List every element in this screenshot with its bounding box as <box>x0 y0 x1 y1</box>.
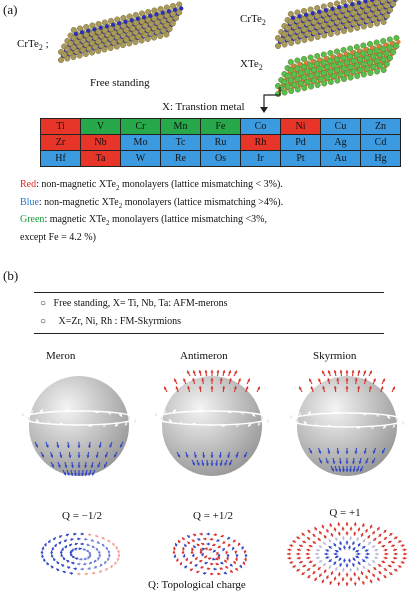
bullet-1: ○ Free standing, X= Ti, Nb, Ta: AFM-mero… <box>40 298 228 309</box>
panel-b-label: (b) <box>3 268 19 283</box>
color-legend: Red: non-magnetic XTe2 monolayers (latti… <box>20 178 410 244</box>
element-cell-au: Au <box>320 150 361 167</box>
table-row: Zr Nb Mo Tc Ru Rh Pd Ag Cd <box>40 134 401 151</box>
skyrmion-sphere <box>289 369 405 476</box>
panel-a-label: (a) <box>3 2 18 17</box>
element-cell-co: Co <box>240 118 281 135</box>
antimeron-title: Antimeron <box>180 350 228 362</box>
crte2-right-label: CrTe2 <box>240 13 266 28</box>
sphere-body <box>29 376 129 476</box>
element-cell-ru: Ru <box>200 134 241 151</box>
element-cell-w: W <box>120 150 161 167</box>
skyrmion-spin-arrows <box>289 369 405 473</box>
skyrmion-title: Skyrmion <box>313 350 357 362</box>
element-cell-ta: Ta <box>80 150 121 167</box>
legend-green-line2: except Fe = 4.2 %) <box>20 231 96 243</box>
element-cell-zn: Zn <box>360 118 401 135</box>
crte2-layer <box>58 1 184 64</box>
element-cell-ti: Ti <box>40 118 81 135</box>
free-standing-label: Free standing <box>90 77 150 89</box>
bullet-2: ○ X=Zr, Ni, Rh : FM-Skyrmions <box>40 316 182 327</box>
transition-metal-table: Ti V Cr Mn Fe Co Ni Cu Zn Zr Nb Mo Tc Ru Rh Pd Ag Cd Hf Ta W… <box>40 118 401 167</box>
antimeron-flat-arrows <box>172 532 248 576</box>
skyrmion-flat-arrows <box>287 522 407 586</box>
antimeron-spin-arrows <box>154 369 270 467</box>
element-cell-cr: Cr <box>120 118 161 135</box>
free-standing-crystal <box>58 1 184 64</box>
meron-flat-texture <box>40 532 121 576</box>
antimeron-charge: Q = +1/2 <box>193 510 233 522</box>
element-cell-pd: Pd <box>280 134 321 151</box>
element-cell-hf: Hf <box>40 150 81 167</box>
element-cell-ni: Ni <box>280 118 321 135</box>
element-cell-pt: Pt <box>280 150 321 167</box>
legend-red: Red: non-magnetic XTe2 monolayers (latti… <box>20 179 283 192</box>
bottom-rule <box>34 333 384 334</box>
element-cell-mo: Mo <box>120 134 161 151</box>
skyrmion-charge: Q = +1 <box>329 507 361 519</box>
element-cell-os: Os <box>200 150 241 167</box>
meron-flat-arrows <box>40 532 121 576</box>
legend-green: Green: magnetic XTe2 monolayers (lattice… <box>20 214 267 227</box>
element-cell-mn: Mn <box>160 118 201 135</box>
element-cell-re: Re <box>160 150 201 167</box>
element-cell-nb: Nb <box>80 134 121 151</box>
element-cell-tc: Tc <box>160 134 201 151</box>
meron-sphere <box>21 376 137 477</box>
element-cell-hg: Hg <box>360 150 401 167</box>
meron-charge: Q = −1/2 <box>62 510 102 522</box>
table-row: Hf Ta W Re Os Ir Pt Au Hg <box>40 150 401 167</box>
table-row: Ti V Cr Mn Fe Co Ni Cu Zn <box>40 118 401 135</box>
antimeron-sphere <box>154 369 270 476</box>
crte2-top-layer <box>275 0 399 50</box>
element-cell-cd: Cd <box>360 134 401 151</box>
top-rule <box>34 292 384 293</box>
meron-title: Meron <box>46 350 76 362</box>
xte2-label: XTe2 <box>240 58 263 73</box>
xte2-bottom-layer <box>275 35 401 97</box>
heterostructure-crystal <box>275 0 401 97</box>
legend-blue: Blue: non-magnetic XTe2 monolayers (latt… <box>20 196 284 210</box>
sphere-body <box>297 376 397 476</box>
element-cell-ir: Ir <box>240 150 281 167</box>
skyrmion-flat-texture <box>287 522 407 586</box>
element-cell-ag: Ag <box>320 134 361 151</box>
element-cell-zr: Zr <box>40 134 81 151</box>
meron-spin-arrows <box>21 408 137 477</box>
element-cell-rh: Rh <box>240 134 281 151</box>
topological-charge-caption: Q: Topological charge <box>148 579 246 591</box>
element-cell-fe: Fe <box>200 118 241 135</box>
crte2-left-label: CrTe2 ; <box>17 38 49 53</box>
antimeron-flat-texture <box>172 532 248 576</box>
element-cell-cu: Cu <box>320 118 361 135</box>
table-title: X: Transtion metal <box>162 101 245 113</box>
sphere-body <box>162 376 262 476</box>
element-cell-v: V <box>80 118 121 135</box>
pointer-arrow <box>260 87 281 113</box>
